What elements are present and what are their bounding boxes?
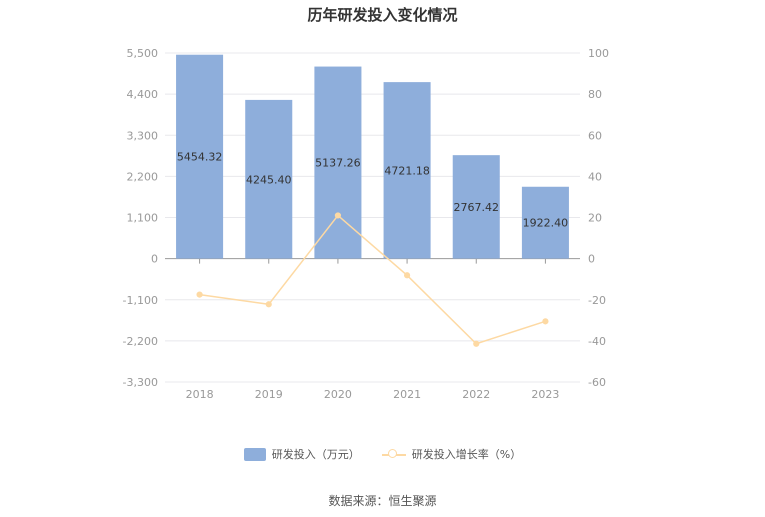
bar-value-label: 4245.40 bbox=[246, 173, 292, 186]
legend-label-line: 研发投入增长率（%） bbox=[411, 448, 522, 461]
bar bbox=[383, 82, 431, 259]
y-right-tick-label: -20 bbox=[588, 294, 606, 307]
bar-value-label: 4721.18 bbox=[384, 164, 430, 177]
growth-rate-point bbox=[542, 318, 549, 325]
x-tick-label: 2019 bbox=[255, 388, 283, 401]
y-right-tick-label: 60 bbox=[588, 129, 602, 142]
y-left-tick-label: -3,300 bbox=[123, 376, 158, 389]
bar-value-label: 5137.26 bbox=[315, 157, 361, 170]
legend-item-bar[interactable]: 研发投入（万元） bbox=[243, 446, 360, 462]
growth-rate-point bbox=[334, 212, 342, 219]
bar bbox=[314, 66, 362, 259]
x-tick-label: 2022 bbox=[462, 388, 490, 401]
y-left-tick-label: 1,100 bbox=[127, 212, 159, 225]
growth-rate-point bbox=[403, 272, 411, 279]
x-tick-label: 2020 bbox=[324, 388, 352, 401]
legend-bar-swatch bbox=[243, 447, 266, 461]
bar-value-label: 1922.40 bbox=[523, 217, 569, 230]
y-left-tick-label: -2,200 bbox=[123, 335, 158, 348]
chart-title: 历年研发投入变化情况 bbox=[307, 6, 458, 24]
y-right-tick-label: 20 bbox=[588, 212, 602, 225]
source-note: 数据来源：恒生聚源 bbox=[328, 494, 437, 508]
y-left-tick-label: 3,300 bbox=[127, 129, 159, 142]
x-tick-label: 2018 bbox=[186, 388, 214, 401]
y-right-tick-label: -60 bbox=[588, 376, 606, 389]
legend-label-bar: 研发投入（万元） bbox=[271, 448, 360, 461]
y-right-tick-label: 0 bbox=[588, 253, 595, 266]
y-left-tick-label: 2,200 bbox=[127, 170, 159, 183]
legend: 研发投入（万元） 研发投入增长率（%） bbox=[0, 446, 765, 462]
growth-rate-point bbox=[196, 291, 203, 298]
growth-rate-point bbox=[473, 340, 480, 347]
y-right-tick-label: -40 bbox=[588, 335, 606, 348]
bar bbox=[176, 54, 224, 259]
y-left-tick-label: 4,400 bbox=[127, 88, 159, 101]
y-left-tick-label: -1,100 bbox=[123, 294, 158, 307]
x-tick-label: 2023 bbox=[531, 388, 559, 401]
bar bbox=[521, 186, 569, 259]
bar-value-label: 5454.32 bbox=[177, 151, 223, 164]
y-right-tick-label: 80 bbox=[588, 88, 602, 101]
bar-value-label: 2767.42 bbox=[454, 201, 500, 214]
legend-line-swatch bbox=[381, 448, 406, 461]
y-left-tick-label: 0 bbox=[151, 253, 158, 266]
x-tick-label: 2021 bbox=[393, 388, 421, 401]
y-right-tick-label: 100 bbox=[588, 47, 609, 60]
y-right-tick-label: 40 bbox=[588, 170, 602, 183]
bar bbox=[245, 99, 293, 259]
growth-rate-line bbox=[199, 214, 546, 345]
y-left-tick-label: 5,500 bbox=[127, 47, 159, 60]
legend-item-line[interactable]: 研发投入增长率（%） bbox=[381, 446, 522, 462]
growth-rate-point bbox=[265, 301, 272, 308]
bar bbox=[452, 155, 500, 259]
